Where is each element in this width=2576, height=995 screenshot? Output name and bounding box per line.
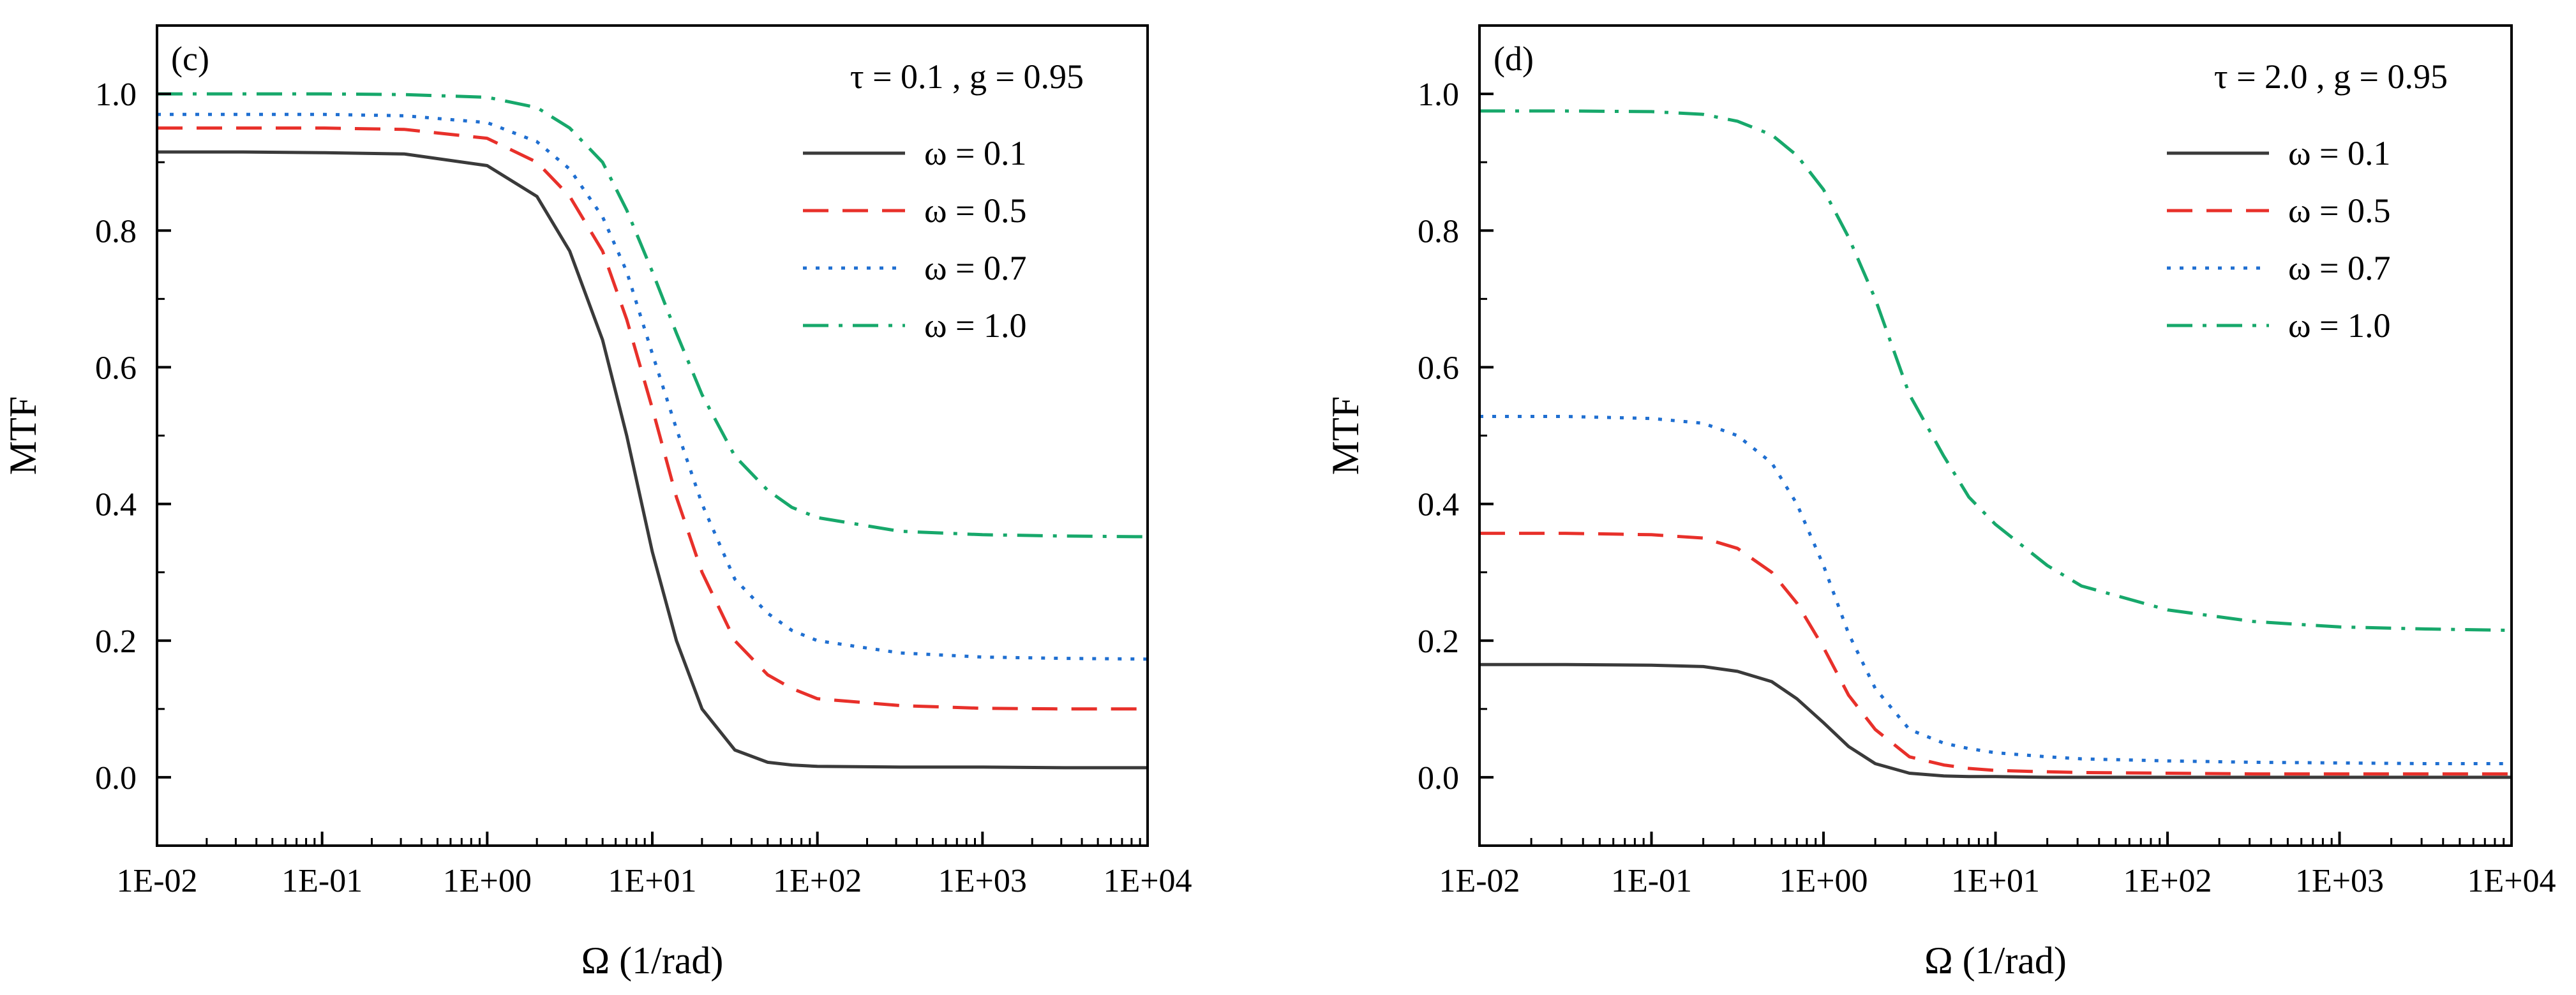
legend-label: ω = 0.1 [2288, 134, 2391, 172]
series-line-1 [1479, 532, 2512, 776]
y-axis-label: MTF [2, 396, 44, 475]
x-tick-label: 1E+02 [773, 863, 862, 899]
series-line-3 [157, 92, 1148, 539]
x-tick-label: 1E+00 [443, 863, 532, 899]
x-tick-label: 1E+04 [2467, 863, 2556, 899]
y-tick-label: 0.4 [1418, 487, 1459, 523]
y-tick-label: 0.2 [95, 624, 137, 660]
x-tick-label: 1E-01 [1611, 863, 1692, 899]
y-tick-label: 0.4 [95, 487, 137, 523]
series-line-0 [157, 150, 1148, 770]
y-tick-label: 0.0 [1418, 760, 1459, 797]
legend-label: ω = 0.5 [924, 191, 1027, 230]
panel-label: (d) [1494, 40, 1534, 78]
legend-label: ω = 1.0 [924, 306, 1027, 345]
panel-label: (c) [171, 40, 209, 78]
y-tick-label: 1.0 [1418, 77, 1459, 113]
x-axis-label: Ω (1/rad) [1924, 939, 2067, 982]
panel-0: 1E-02 1E-01 1E+00 1E+01 1E+02 1E+03 1E+04 0.0 0.… [2, 24, 1192, 982]
panel-1: 1E-02 1E-01 1E+00 1E+01 1E+02 1E+03 1E+04 0.0 0.… [1324, 24, 2556, 982]
series-line-0 [1479, 662, 2512, 779]
y-tick-label: 0.2 [1418, 624, 1459, 660]
y-tick-label: 0.6 [95, 350, 137, 386]
y-tick-label: 0.0 [95, 760, 137, 797]
x-tick-label: 1E-02 [1439, 863, 1520, 899]
legend-label: ω = 0.7 [924, 249, 1027, 287]
x-tick-label: 1E+03 [938, 863, 1027, 899]
x-tick-label: 1E+00 [1779, 863, 1868, 899]
legend-label: ω = 1.0 [2288, 306, 2391, 345]
y-tick-label: 1.0 [95, 77, 137, 113]
series-line-2 [1479, 415, 2512, 765]
y-tick-label: 0.6 [1418, 350, 1459, 386]
legend-label: ω = 0.5 [2288, 191, 2391, 230]
x-tick-label: 1E+01 [1951, 863, 2040, 899]
legend: ω = 0.1 ω = 0.5 ω = 0.7 ω = 1.0 [2167, 134, 2391, 345]
params-text: τ = 2.0 , g = 0.95 [2214, 57, 2448, 96]
legend: ω = 0.1 ω = 0.5 ω = 0.7 ω = 1.0 [803, 134, 1027, 345]
legend-label: ω = 0.7 [2288, 249, 2391, 287]
x-tick-label: 1E+04 [1103, 863, 1192, 899]
x-tick-label: 1E-01 [281, 863, 363, 899]
series-line-3 [1479, 109, 2512, 632]
x-tick-label: 1E-02 [116, 863, 197, 899]
x-tick-label: 1E+01 [608, 863, 696, 899]
x-axis-label: Ω (1/rad) [581, 939, 724, 982]
y-tick-label: 0.8 [1418, 213, 1459, 250]
params-text: τ = 0.1 , g = 0.95 [850, 57, 1084, 96]
legend-label: ω = 0.1 [924, 134, 1027, 172]
y-tick-label: 0.8 [95, 213, 137, 250]
series-line-1 [157, 126, 1148, 711]
x-tick-label: 1E+02 [2123, 863, 2212, 899]
x-tick-label: 1E+03 [2295, 863, 2384, 899]
y-axis-label: MTF [1324, 396, 1367, 475]
